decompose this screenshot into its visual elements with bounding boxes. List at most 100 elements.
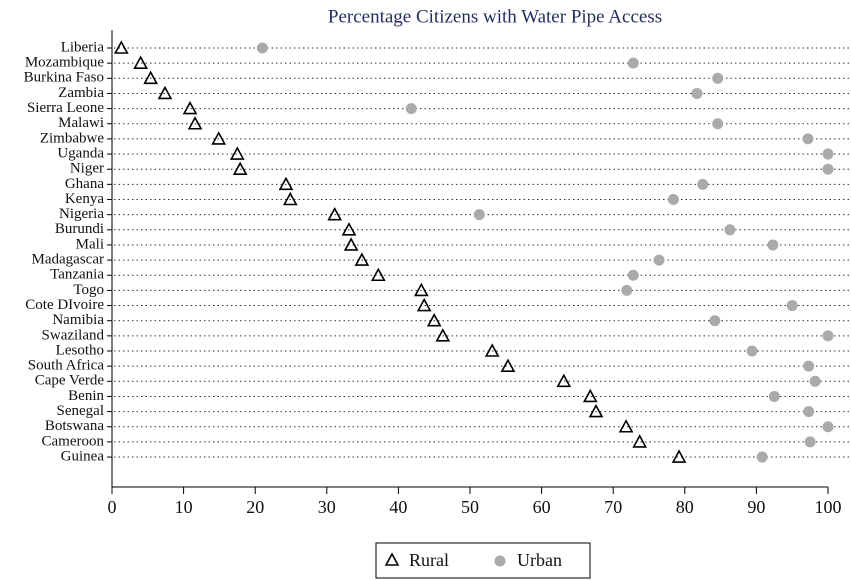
x-tick-label: 30 [318, 497, 336, 517]
rural-marker [500, 358, 516, 372]
rural-marker [354, 252, 370, 266]
x-tick-label: 40 [389, 497, 407, 517]
urban-marker [767, 239, 779, 251]
y-tick-label: Zambia [58, 85, 104, 101]
y-tick-label: Swaziland [42, 327, 105, 343]
y-tick-label: Mozambique [25, 55, 104, 71]
y-tick-label: Namibia [52, 312, 104, 328]
y-tick-label: Botswana [45, 418, 105, 434]
urban-marker [627, 57, 639, 69]
y-tick-label: Mali [76, 236, 104, 252]
rural-marker [435, 328, 451, 342]
y-tick-label: Cote DIvoire [25, 297, 104, 313]
rural-marker [182, 100, 198, 115]
urban-marker [712, 72, 724, 84]
urban-marker [786, 300, 798, 312]
urban-marker [803, 360, 815, 372]
urban-marker [712, 118, 724, 130]
y-tick-label: Burkina Faso [24, 70, 104, 86]
urban-marker [256, 42, 268, 54]
x-tick-label: 0 [108, 497, 117, 517]
x-tick-label: 10 [175, 497, 193, 517]
y-tick-label: Tanzania [50, 267, 104, 283]
urban-marker [822, 163, 834, 175]
y-tick-label: Benin [68, 388, 104, 404]
chart-title: Percentage Citizens with Water Pipe Acce… [328, 6, 662, 27]
rural-marker [232, 161, 248, 175]
y-tick-label: Uganda [57, 145, 104, 161]
rural-marker [327, 206, 343, 221]
x-tick-label: 100 [815, 497, 842, 517]
y-tick-label: Sierra Leone [27, 100, 104, 116]
urban-marker [697, 178, 709, 190]
x-tick-label: 50 [461, 497, 479, 517]
urban-marker [768, 390, 780, 402]
rural-marker [371, 267, 386, 282]
y-tick-label: Madagascar [32, 252, 104, 268]
rural-marker [618, 419, 634, 433]
x-tick-label: 20 [246, 497, 264, 517]
y-tick-label: Burundi [55, 221, 104, 237]
urban-marker [822, 330, 834, 342]
y-tick-label: Kenya [65, 191, 104, 207]
rural-marker [413, 282, 429, 297]
rural-marker [143, 70, 159, 85]
y-tick-label: Ghana [65, 176, 104, 192]
urban-marker [653, 254, 665, 266]
x-tick-label: 80 [676, 497, 694, 517]
y-tick-label: South Africa [28, 358, 105, 374]
x-tick-label: 60 [533, 497, 551, 517]
urban-marker [627, 269, 639, 281]
urban-marker [746, 345, 758, 357]
rural-marker [556, 373, 572, 388]
urban-marker [724, 224, 736, 236]
legend-box [375, 542, 591, 579]
rural-marker [671, 449, 687, 463]
rural-marker [157, 85, 173, 100]
rural-marker [187, 116, 203, 130]
urban-marker [621, 284, 633, 296]
urban-marker [803, 406, 815, 418]
urban-marker [822, 148, 834, 160]
rural-marker [341, 222, 357, 236]
rural-marker [211, 131, 227, 145]
rural-marker [582, 388, 598, 403]
rural-marker [588, 403, 604, 418]
y-tick-label: Togo [73, 282, 104, 298]
rural-marker [484, 343, 500, 357]
x-tick-label: 70 [604, 497, 622, 517]
y-tick-label: Senegal [57, 403, 104, 419]
rural-marker [282, 191, 298, 206]
legend-marker [494, 555, 506, 567]
rural-marker [113, 40, 129, 54]
rural-marker [278, 176, 294, 191]
y-tick-label: Cameroon [42, 433, 105, 449]
y-tick-label: Guinea [61, 448, 105, 464]
rural-marker [426, 313, 442, 327]
rural-marker [343, 237, 359, 251]
rural-marker [133, 55, 148, 69]
urban-marker [756, 451, 768, 463]
rural-marker [632, 434, 648, 448]
urban-marker [804, 436, 816, 448]
urban-marker [405, 103, 417, 115]
urban-marker [667, 194, 679, 205]
urban-marker [691, 87, 703, 99]
x-tick-label: 90 [747, 497, 765, 517]
urban-marker [473, 209, 485, 221]
y-tick-label: Liberia [61, 39, 105, 55]
urban-marker [822, 421, 834, 433]
y-tick-label: Niger [70, 161, 104, 177]
legend-label: Urban [517, 550, 562, 570]
urban-marker [809, 375, 821, 387]
y-tick-label: Cape Verde [35, 373, 105, 389]
legend-label: Rural [409, 550, 449, 570]
urban-marker [802, 133, 814, 145]
rural-marker [229, 146, 245, 160]
rural-marker [416, 297, 432, 312]
urban-marker [709, 315, 721, 327]
legend-marker [384, 552, 400, 566]
y-tick-label: Nigeria [59, 206, 104, 222]
